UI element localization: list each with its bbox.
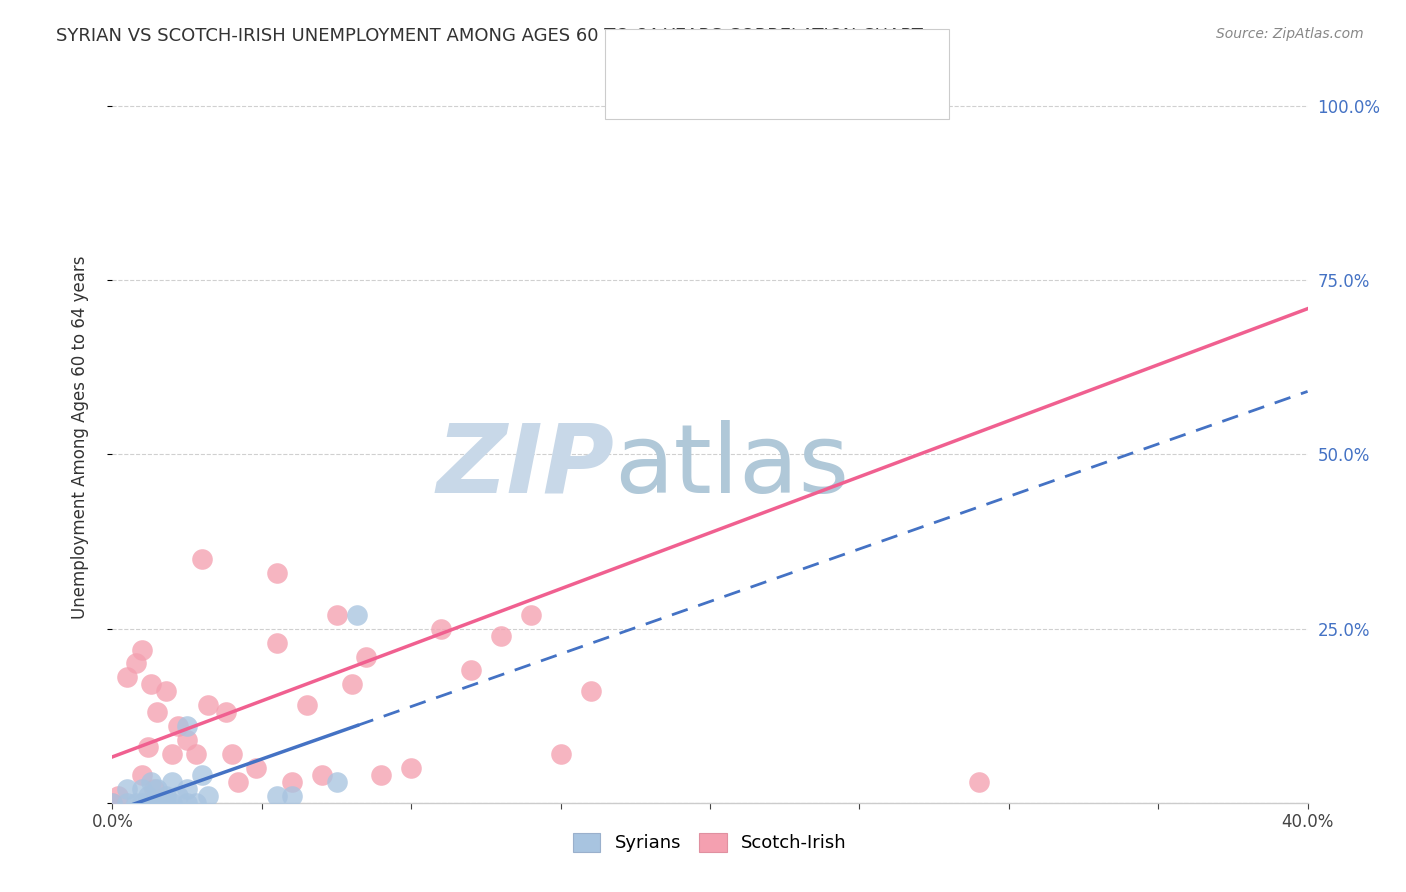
Text: atlas: atlas xyxy=(614,420,849,513)
Point xyxy=(186,747,208,761)
Point xyxy=(346,607,368,622)
Point xyxy=(245,761,267,775)
Point xyxy=(141,775,163,789)
Point xyxy=(141,677,163,691)
Point xyxy=(162,747,183,761)
Point xyxy=(226,775,249,789)
Point xyxy=(401,761,423,775)
Point xyxy=(215,705,238,719)
Legend: Syrians, Scotch-Irish: Syrians, Scotch-Irish xyxy=(567,826,853,860)
Point xyxy=(520,607,543,622)
Point xyxy=(266,566,288,580)
Point xyxy=(295,698,318,713)
Text: R =: R = xyxy=(665,47,704,65)
Text: Source: ZipAtlas.com: Source: ZipAtlas.com xyxy=(1216,27,1364,41)
Point xyxy=(101,796,124,810)
Point xyxy=(325,775,347,789)
Point xyxy=(146,781,169,796)
Point xyxy=(281,775,304,789)
Point xyxy=(266,789,288,803)
Point xyxy=(125,657,148,671)
Point xyxy=(167,789,190,803)
Point xyxy=(197,789,219,803)
Text: 40: 40 xyxy=(792,82,814,100)
Point xyxy=(281,789,304,803)
Text: 0.679: 0.679 xyxy=(693,82,745,100)
Point xyxy=(101,796,124,810)
Point xyxy=(579,684,602,698)
Y-axis label: Unemployment Among Ages 60 to 64 years: Unemployment Among Ages 60 to 64 years xyxy=(70,255,89,619)
Point xyxy=(186,796,208,810)
Point xyxy=(131,642,153,657)
Point xyxy=(908,99,931,113)
Point xyxy=(489,629,512,643)
Point xyxy=(176,781,198,796)
Point xyxy=(155,684,177,698)
Text: 27: 27 xyxy=(792,47,814,65)
Text: ZIP: ZIP xyxy=(436,420,614,513)
Point xyxy=(699,99,721,113)
Point xyxy=(325,607,347,622)
Point xyxy=(131,781,153,796)
Point xyxy=(131,768,153,782)
Point xyxy=(143,781,166,796)
Point xyxy=(191,552,214,566)
Point xyxy=(117,781,139,796)
Point xyxy=(550,747,572,761)
Point xyxy=(146,796,169,810)
Point xyxy=(167,719,190,733)
Point xyxy=(117,670,139,684)
Point xyxy=(107,789,129,803)
Text: SYRIAN VS SCOTCH-IRISH UNEMPLOYMENT AMONG AGES 60 TO 64 YEARS CORRELATION CHART: SYRIAN VS SCOTCH-IRISH UNEMPLOYMENT AMON… xyxy=(56,27,924,45)
Point xyxy=(138,796,160,810)
Point xyxy=(356,649,378,664)
Point xyxy=(131,796,153,810)
Text: R =: R = xyxy=(665,82,704,100)
Point xyxy=(460,664,482,678)
Point xyxy=(162,775,183,789)
Point xyxy=(155,789,177,803)
Text: -0.010: -0.010 xyxy=(693,47,751,65)
Point xyxy=(191,768,214,782)
Point xyxy=(197,698,219,713)
Point xyxy=(162,796,183,810)
Point xyxy=(155,796,177,810)
Point xyxy=(176,796,198,810)
Point xyxy=(221,747,243,761)
Point xyxy=(138,789,160,803)
Point xyxy=(138,740,160,755)
Text: N =: N = xyxy=(763,47,803,65)
Point xyxy=(117,796,139,810)
Point xyxy=(370,768,392,782)
Point xyxy=(340,677,363,691)
Point xyxy=(430,622,453,636)
Point xyxy=(149,796,172,810)
Point xyxy=(146,705,169,719)
Text: N =: N = xyxy=(763,82,803,100)
Point xyxy=(125,796,148,810)
Point xyxy=(266,635,288,649)
Point xyxy=(176,733,198,747)
Point xyxy=(176,719,198,733)
Point xyxy=(311,768,333,782)
Point xyxy=(967,775,990,789)
